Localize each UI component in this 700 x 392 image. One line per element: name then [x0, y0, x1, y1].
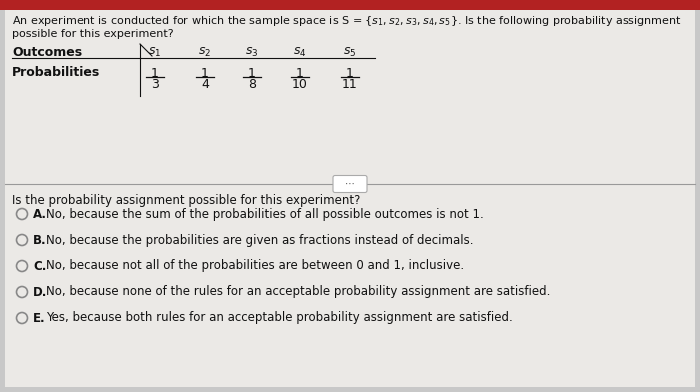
Text: D.: D.: [33, 285, 48, 298]
Text: C.: C.: [33, 260, 46, 272]
Text: 8: 8: [248, 78, 256, 91]
Text: An experiment is conducted for which the sample space is S = $\{s_1,s_2,s_3,s_4,: An experiment is conducted for which the…: [12, 14, 682, 28]
Text: $s_5$: $s_5$: [343, 46, 357, 59]
Text: 3: 3: [151, 78, 159, 91]
Bar: [0, 0, 700, 10]
Text: No, because the probabilities are given as fractions instead of decimals.: No, because the probabilities are given …: [46, 234, 473, 247]
Text: $s_4$: $s_4$: [293, 46, 307, 59]
Text: Yes, because both rules for an acceptable probability assignment are satisfied.: Yes, because both rules for an acceptabl…: [46, 312, 512, 325]
Text: No, because not all of the probabilities are between 0 and 1, inclusive.: No, because not all of the probabilities…: [46, 260, 464, 272]
Text: Is the probability assignment possible for this experiment?: Is the probability assignment possible f…: [12, 194, 360, 207]
Text: 1: 1: [248, 67, 256, 80]
Text: 11: 11: [342, 78, 358, 91]
Text: E.: E.: [33, 312, 46, 325]
Text: ⋯: ⋯: [345, 179, 355, 189]
Text: B.: B.: [33, 234, 47, 247]
Text: 1: 1: [151, 67, 159, 80]
Text: $s_2$: $s_2$: [198, 46, 211, 59]
Text: No, because none of the rules for an acceptable probability assignment are satis: No, because none of the rules for an acc…: [46, 285, 550, 298]
Text: A.: A.: [33, 207, 47, 221]
Text: Probabilities: Probabilities: [12, 66, 100, 79]
Text: Outcomes: Outcomes: [12, 46, 82, 59]
FancyBboxPatch shape: [333, 176, 367, 192]
Text: No, because the sum of the probabilities of all possible outcomes is not 1.: No, because the sum of the probabilities…: [46, 207, 484, 221]
Text: 10: 10: [292, 78, 308, 91]
Text: $s_1$: $s_1$: [148, 46, 162, 59]
Text: 4: 4: [201, 78, 209, 91]
Text: 1: 1: [346, 67, 354, 80]
Text: $s_3$: $s_3$: [245, 46, 259, 59]
Text: possible for this experiment?: possible for this experiment?: [12, 29, 174, 39]
Text: 1: 1: [201, 67, 209, 80]
Text: 1: 1: [296, 67, 304, 80]
